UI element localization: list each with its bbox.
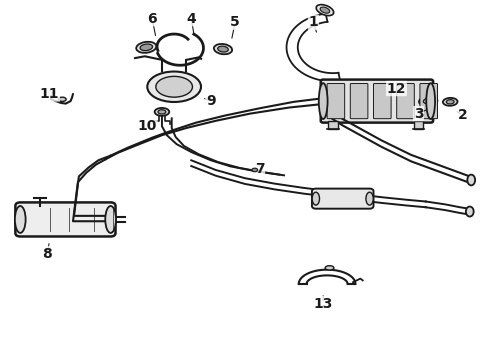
Ellipse shape bbox=[15, 206, 25, 233]
Ellipse shape bbox=[218, 46, 228, 52]
Text: 13: 13 bbox=[314, 297, 333, 311]
Text: 10: 10 bbox=[138, 119, 157, 133]
Text: 1: 1 bbox=[309, 15, 318, 29]
Ellipse shape bbox=[58, 97, 66, 102]
Ellipse shape bbox=[105, 206, 116, 233]
FancyBboxPatch shape bbox=[15, 202, 116, 237]
Ellipse shape bbox=[155, 108, 169, 116]
Ellipse shape bbox=[446, 100, 454, 104]
Ellipse shape bbox=[252, 168, 258, 172]
Text: 2: 2 bbox=[458, 108, 467, 122]
Ellipse shape bbox=[136, 42, 156, 53]
FancyBboxPatch shape bbox=[373, 84, 391, 119]
Text: 5: 5 bbox=[230, 15, 240, 29]
Ellipse shape bbox=[140, 44, 152, 51]
Text: 11: 11 bbox=[40, 87, 59, 101]
Ellipse shape bbox=[158, 110, 166, 114]
Ellipse shape bbox=[423, 98, 433, 104]
Text: 3: 3 bbox=[414, 107, 423, 121]
Text: 12: 12 bbox=[387, 82, 406, 95]
Ellipse shape bbox=[319, 83, 328, 119]
Ellipse shape bbox=[467, 175, 475, 185]
FancyBboxPatch shape bbox=[321, 80, 433, 123]
Ellipse shape bbox=[419, 96, 438, 106]
Ellipse shape bbox=[426, 83, 435, 119]
Text: 6: 6 bbox=[147, 12, 157, 26]
Ellipse shape bbox=[147, 72, 201, 102]
Ellipse shape bbox=[325, 266, 334, 270]
Text: 9: 9 bbox=[206, 94, 216, 108]
FancyBboxPatch shape bbox=[327, 84, 344, 119]
Ellipse shape bbox=[443, 98, 458, 106]
Ellipse shape bbox=[312, 192, 319, 205]
Ellipse shape bbox=[320, 7, 330, 13]
FancyBboxPatch shape bbox=[350, 84, 368, 119]
Text: 4: 4 bbox=[186, 12, 196, 26]
FancyBboxPatch shape bbox=[312, 189, 373, 209]
FancyBboxPatch shape bbox=[397, 84, 415, 119]
Ellipse shape bbox=[316, 5, 334, 15]
Bar bbox=[414, 121, 423, 129]
Text: 7: 7 bbox=[255, 162, 265, 176]
Ellipse shape bbox=[366, 192, 373, 205]
Ellipse shape bbox=[214, 44, 232, 54]
Bar bbox=[328, 121, 338, 129]
Ellipse shape bbox=[156, 76, 193, 97]
Ellipse shape bbox=[466, 207, 474, 217]
Text: 8: 8 bbox=[42, 247, 52, 261]
FancyBboxPatch shape bbox=[420, 84, 438, 119]
